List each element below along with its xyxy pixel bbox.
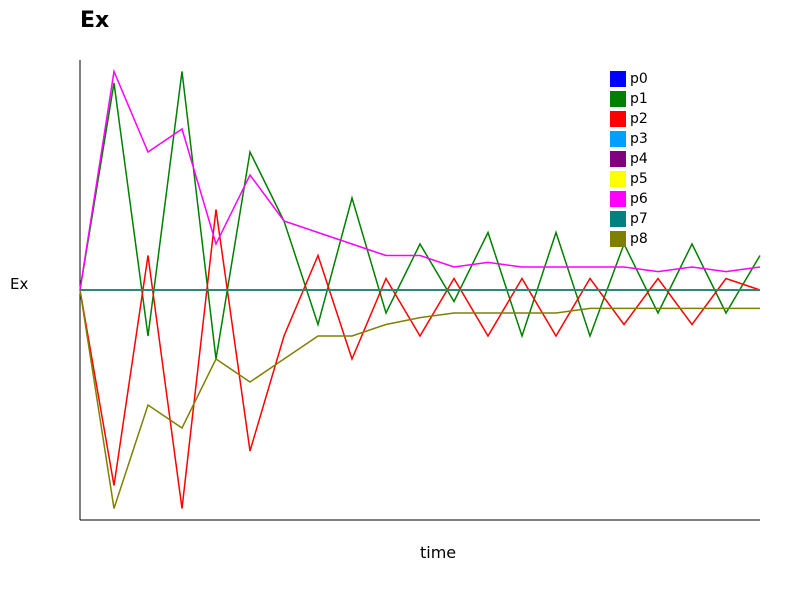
legend-item-p6: p6 — [610, 189, 648, 209]
legend-label-p2: p2 — [630, 111, 648, 127]
y-axis-label: Ex — [10, 275, 29, 293]
legend-swatch-p6 — [610, 191, 626, 207]
legend-swatch-p7 — [610, 211, 626, 227]
legend-label-p4: p4 — [630, 151, 648, 167]
legend-item-p8: p8 — [610, 229, 648, 249]
legend-label-p6: p6 — [630, 191, 648, 207]
legend-item-p7: p7 — [610, 209, 648, 229]
chart-title: Ex — [80, 8, 110, 33]
series-line-p2 — [79, 209, 761, 509]
legend-swatch-p0 — [610, 71, 626, 87]
legend-swatch-p3 — [610, 131, 626, 147]
legend-item-p4: p4 — [610, 149, 648, 169]
legend-item-p2: p2 — [610, 109, 648, 129]
series-line-p6 — [79, 68, 761, 291]
legend-swatch-p4 — [610, 151, 626, 167]
legend-label-p8: p8 — [630, 231, 648, 247]
legend-label-p5: p5 — [630, 171, 648, 187]
legend-label-p7: p7 — [630, 211, 648, 227]
legend-swatch-p8 — [610, 231, 626, 247]
x-axis-label: time — [420, 543, 457, 562]
legend-item-p1: p1 — [610, 89, 648, 109]
legend-label-p1: p1 — [630, 91, 648, 107]
legend-swatch-p2 — [610, 111, 626, 127]
legend-label-p3: p3 — [630, 131, 648, 147]
series-group — [79, 68, 761, 509]
legend-swatch-p1 — [610, 91, 626, 107]
legend-item-p3: p3 — [610, 129, 648, 149]
legend-swatch-p5 — [610, 171, 626, 187]
series-line-p1 — [79, 71, 761, 360]
series-line-p8 — [79, 289, 760, 509]
legend-item-p0: p0 — [610, 69, 648, 89]
legend-label-p0: p0 — [630, 71, 648, 87]
legend: p0 p1 p2 p3 p4 p5 p6 p7 p8 — [610, 69, 648, 249]
legend-item-p5: p5 — [610, 169, 648, 189]
